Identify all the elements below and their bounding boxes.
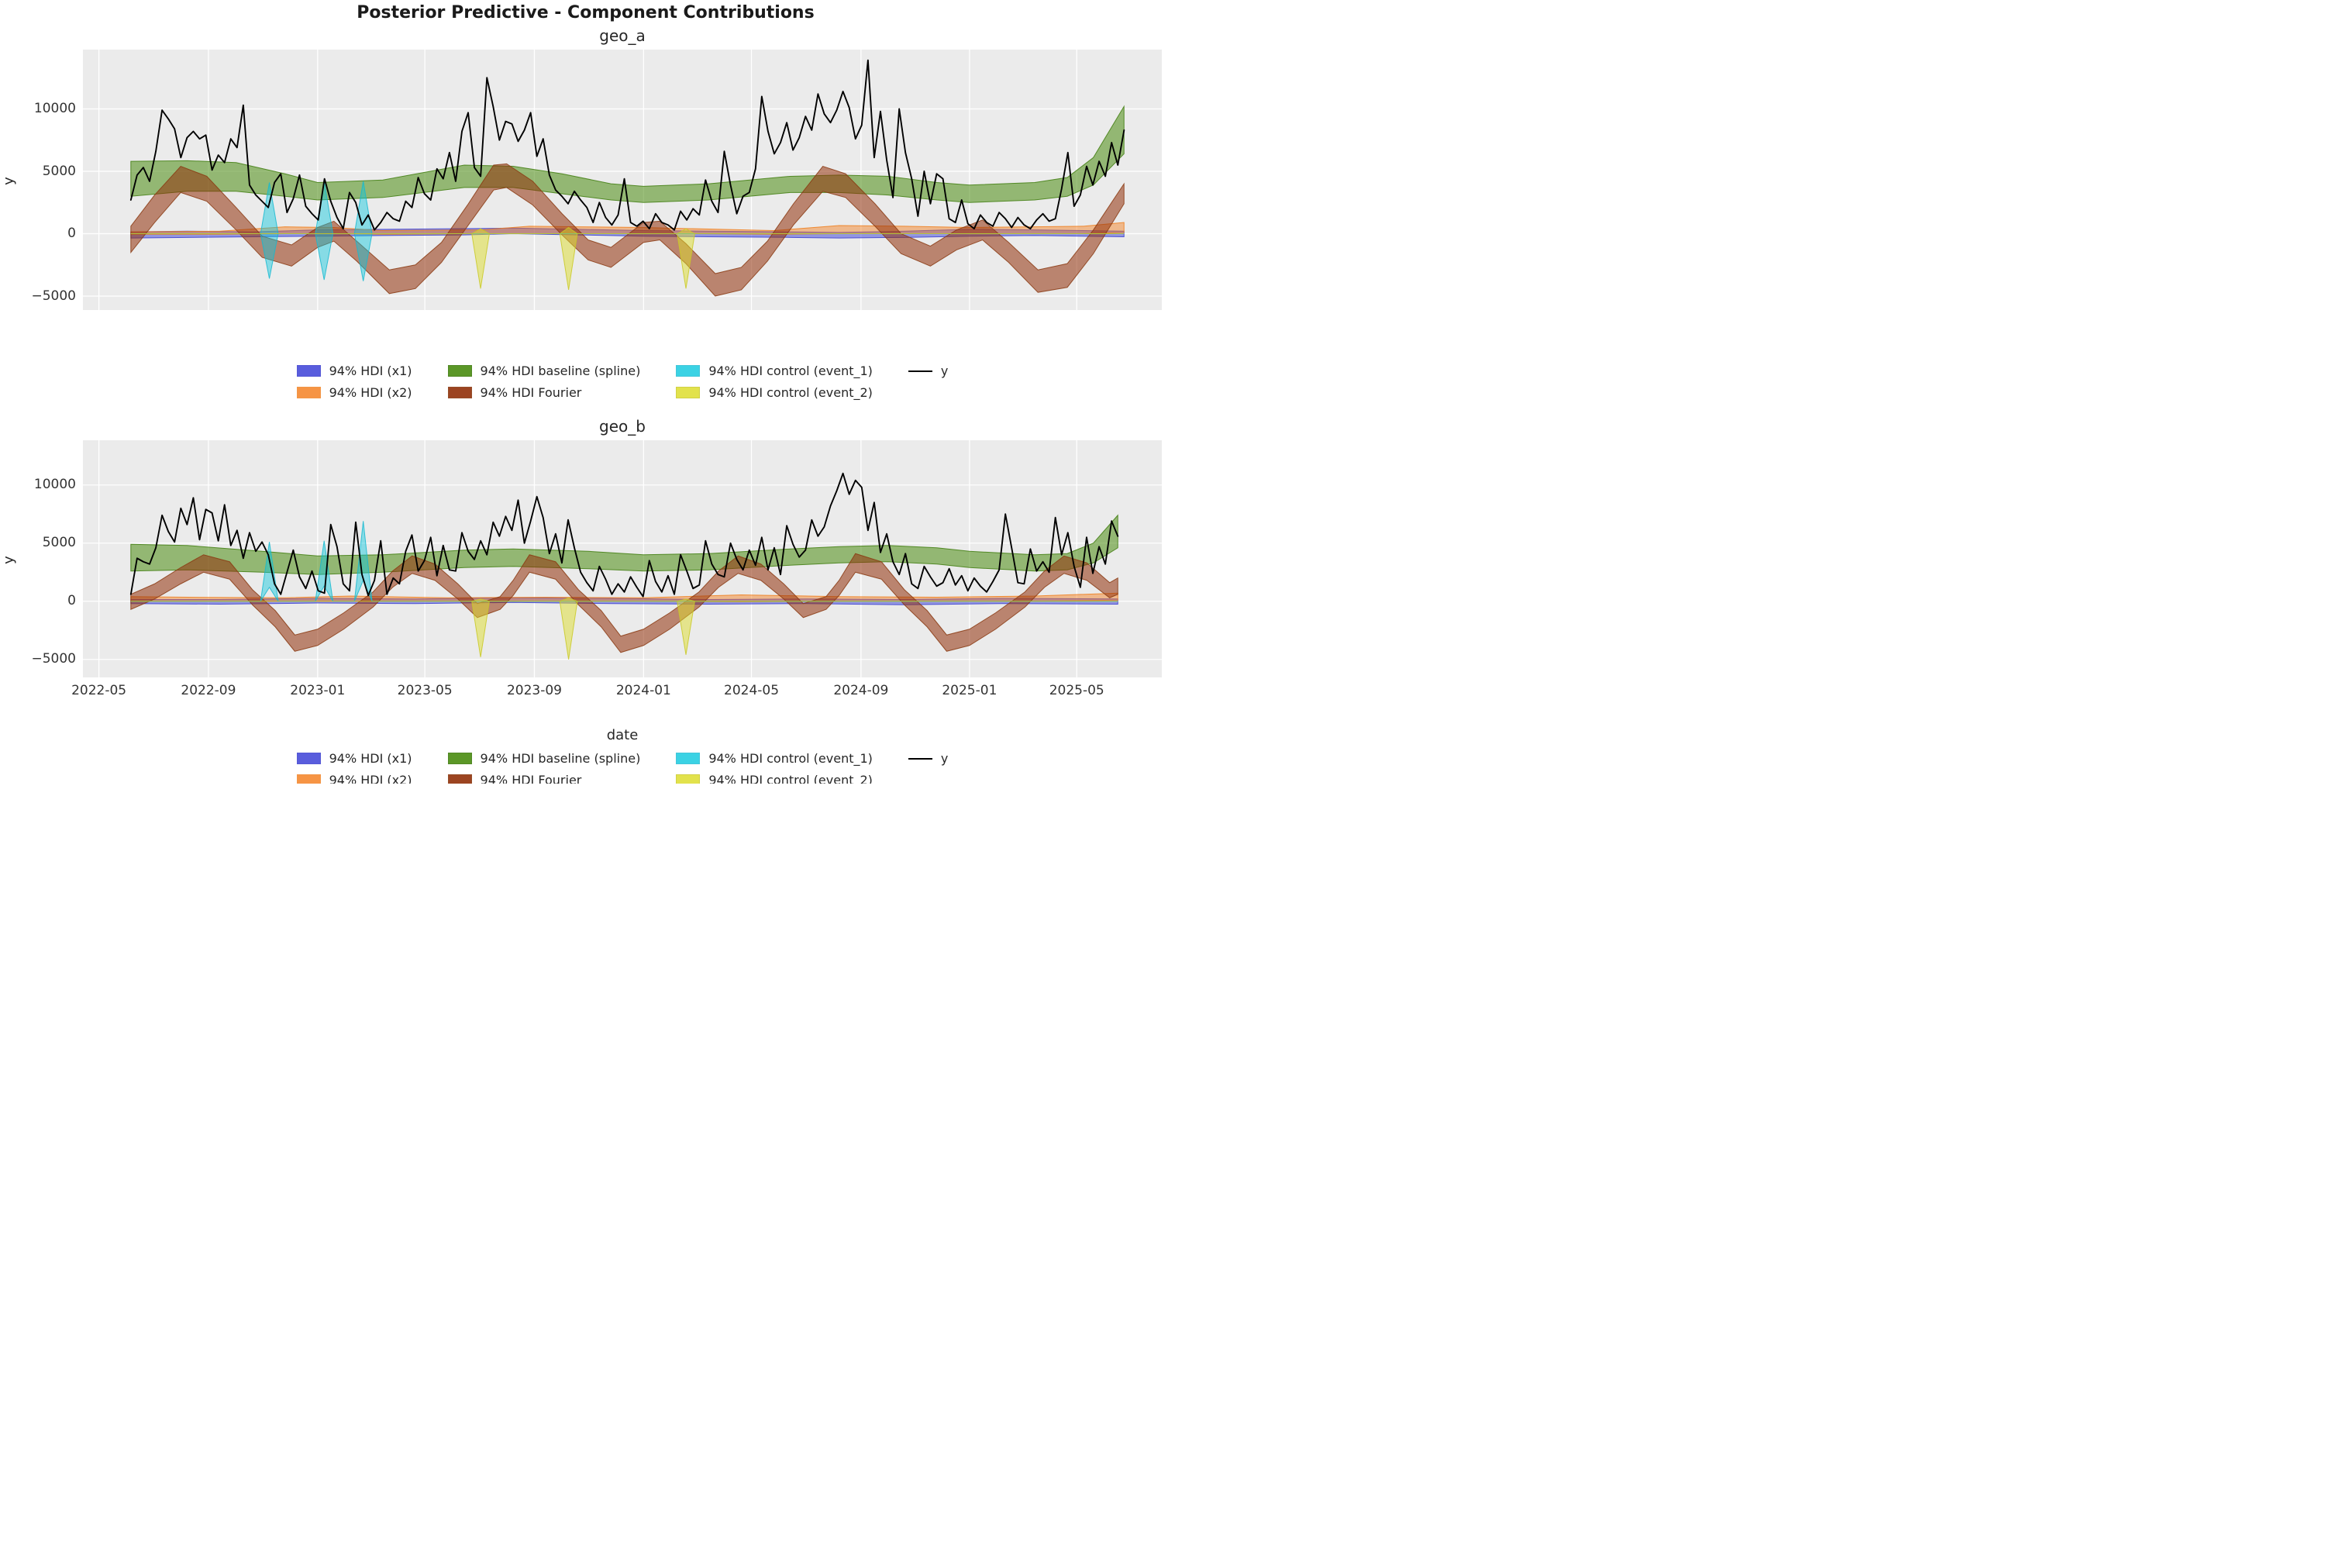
- legend-label: y: [940, 364, 949, 378]
- legend-entry-fourier: 94% HDI Fourier: [447, 384, 641, 401]
- x-tick-label: 2022-05: [71, 683, 127, 698]
- y-tick-label: 0: [67, 593, 76, 609]
- legend-label: 94% HDI control (event_2): [708, 385, 873, 400]
- event2-swatch: [676, 387, 701, 398]
- fourier-swatch: [447, 774, 472, 784]
- y-tick-label: −5000: [31, 288, 76, 304]
- legend-column: 94% HDI control (event_1) 94% HDI contro…: [676, 363, 873, 401]
- legend-column: y: [908, 750, 948, 767]
- legend-column: 94% HDI control (event_1) 94% HDI contro…: [676, 750, 873, 784]
- legend-entry-x1: 94% HDI (x1): [296, 363, 412, 379]
- y-tick-label: −5000: [31, 651, 76, 667]
- legend-entry-y: y: [908, 363, 948, 379]
- legend-entry-baseline: 94% HDI baseline (spline): [447, 750, 641, 767]
- legend-label: 94% HDI (x2): [329, 385, 412, 400]
- plot-area-geo-a: [83, 50, 1162, 310]
- legend-label: 94% HDI control (event_1): [708, 364, 873, 378]
- y-line-swatch: [908, 757, 932, 760]
- legend-label: 94% HDI (x1): [329, 751, 412, 766]
- x-tick-label: 2025-01: [942, 683, 997, 698]
- legend-label: 94% HDI Fourier: [480, 773, 582, 784]
- legend-column: 94% HDI baseline (spline) 94% HDI Fourie…: [447, 750, 641, 784]
- y-tick-label: 5000: [42, 535, 76, 551]
- subplot-title-geo-a: geo_a: [599, 26, 646, 45]
- y-line-swatch: [908, 370, 932, 372]
- legend-column: y: [908, 363, 948, 379]
- legend-entry-event1: 94% HDI control (event_1): [676, 363, 873, 379]
- legend-entry-x2: 94% HDI (x2): [296, 384, 412, 401]
- x1-swatch: [296, 753, 321, 764]
- legend-label: 94% HDI control (event_1): [708, 751, 873, 766]
- legend-label: y: [940, 751, 949, 766]
- figure: Posterior Predictive - Component Contrib…: [0, 0, 1171, 784]
- legend-entry-fourier: 94% HDI Fourier: [447, 772, 641, 784]
- legend-column: 94% HDI baseline (spline) 94% HDI Fourie…: [447, 363, 641, 401]
- legend-label: 94% HDI (x2): [329, 773, 412, 784]
- x2-swatch: [296, 387, 321, 398]
- legend-entry-y: y: [908, 750, 948, 767]
- x-tick-label: 2024-01: [615, 683, 671, 698]
- x-tick-label: 2023-01: [290, 683, 346, 698]
- y-tick-label: 10000: [33, 101, 76, 116]
- x-tick-label: 2023-05: [397, 683, 453, 698]
- legend-label: 94% HDI control (event_2): [708, 773, 873, 784]
- legend-label: 94% HDI Fourier: [480, 385, 582, 400]
- y-tick-label: 5000: [42, 163, 76, 179]
- subplot-title-geo-b: geo_b: [599, 417, 646, 436]
- legend-label: 94% HDI baseline (spline): [480, 751, 641, 766]
- legend-entry-x2: 94% HDI (x2): [296, 772, 412, 784]
- event1-swatch: [676, 365, 701, 377]
- legend-entry-x1: 94% HDI (x1): [296, 750, 412, 767]
- legend-geo-a: 94% HDI (x1) 94% HDI (x2) 94% HDI baseli…: [83, 363, 1162, 401]
- baseline-swatch: [447, 753, 472, 764]
- event2-swatch: [676, 774, 701, 784]
- x-tick-label: 2023-09: [506, 683, 562, 698]
- legend-entry-event2: 94% HDI control (event_2): [676, 384, 873, 401]
- y-tick-label: 10000: [33, 477, 76, 493]
- plot-area-geo-b: [83, 440, 1162, 677]
- fourier-swatch: [447, 387, 472, 398]
- legend-entry-baseline: 94% HDI baseline (spline): [447, 363, 641, 379]
- legend-column: 94% HDI (x1) 94% HDI (x2): [296, 750, 412, 784]
- legend-entry-event1: 94% HDI control (event_1): [676, 750, 873, 767]
- legend-label: 94% HDI baseline (spline): [480, 364, 641, 378]
- legend-column: 94% HDI (x1) 94% HDI (x2): [296, 363, 412, 401]
- legend-label: 94% HDI (x1): [329, 364, 412, 378]
- legend-geo-b: 94% HDI (x1) 94% HDI (x2) 94% HDI baseli…: [83, 750, 1162, 784]
- figure-title: Posterior Predictive - Component Contrib…: [357, 3, 815, 22]
- legend-entry-event2: 94% HDI control (event_2): [676, 772, 873, 784]
- x-tick-label: 2024-09: [833, 683, 889, 698]
- x2-swatch: [296, 774, 321, 784]
- y-tick-label: 0: [67, 226, 76, 241]
- x-tick-label: 2024-05: [724, 683, 780, 698]
- x-tick-label: 2025-05: [1049, 683, 1104, 698]
- x-tick-label: 2022-09: [181, 683, 236, 698]
- y-axis-label-geo-b: y: [0, 556, 17, 564]
- event1-swatch: [676, 753, 701, 764]
- x1-swatch: [296, 365, 321, 377]
- baseline-swatch: [447, 365, 472, 377]
- x-axis-label: date: [606, 727, 639, 743]
